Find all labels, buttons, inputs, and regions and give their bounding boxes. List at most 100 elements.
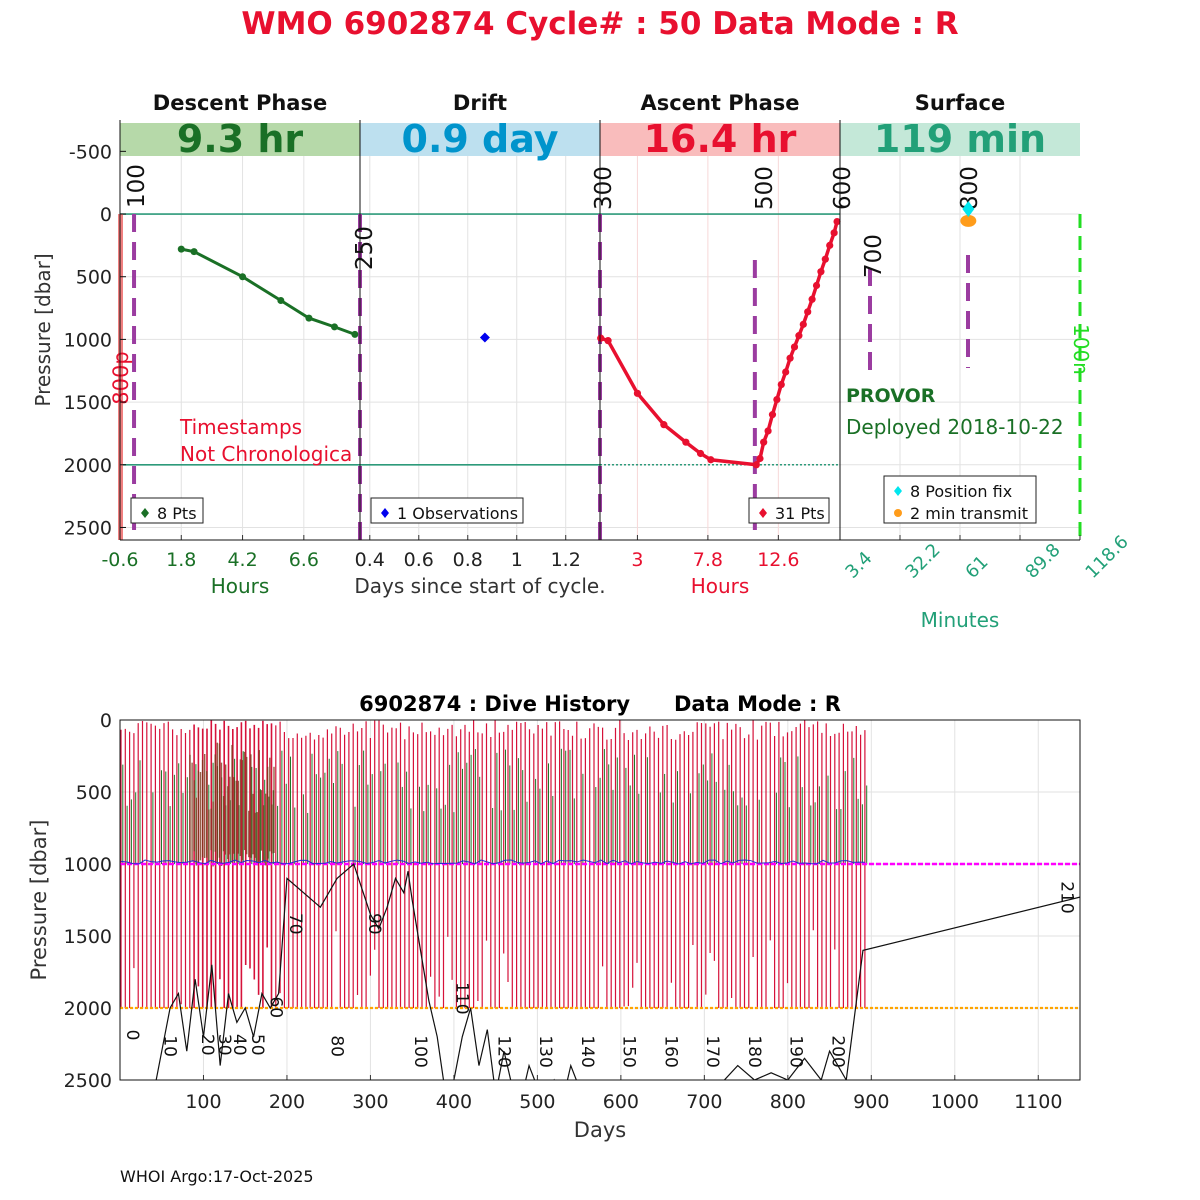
deployment-date: Deployed 2018-10-22 (846, 415, 1064, 439)
cycle-marker-label: 250 (352, 226, 378, 270)
descent-point (239, 273, 247, 281)
legend-marker (141, 508, 149, 518)
ascent-point (790, 343, 799, 351)
ascent-point (786, 354, 794, 362)
history-x-tick: 800 (770, 1091, 806, 1113)
cycle-marker-label: 500 (752, 166, 778, 210)
history-axes: 100 200 300 400 500 600 700 800 900 1000 110005001… (64, 710, 1081, 1113)
legend-label: 8 Position fix (910, 482, 1012, 501)
ascent-point (604, 337, 612, 345)
cycle-number-label: 70 (285, 913, 305, 935)
phase-title: Surface (915, 91, 1005, 115)
cycle-marker-label: 700 (861, 234, 887, 278)
cycle-number-label: 80 (327, 1035, 347, 1057)
cycle-marker-label: 100 (124, 164, 150, 208)
cycle-marker-label: 600 (830, 166, 856, 210)
phase-title: Drift (453, 91, 507, 115)
ascent-xlabel: Hours (691, 574, 750, 598)
history-x-tick: 100 (185, 1091, 221, 1113)
ascent-point (660, 421, 668, 429)
x-tick-label: 3 (631, 549, 643, 571)
ascent-point (777, 380, 785, 389)
y-tick-label: 500 (76, 267, 112, 289)
ascent-point (817, 268, 825, 276)
history-x-tick: 300 (352, 1091, 388, 1113)
phase-duration: 119 min (874, 117, 1046, 161)
x-tick-label: 61 (961, 552, 992, 583)
bottom-depth-trace (155, 862, 1080, 1080)
transmit-point (960, 214, 977, 227)
ascent-point (633, 389, 642, 397)
legend-box (370, 497, 524, 524)
x-tick-label: 3.4 (841, 548, 876, 583)
annotation-line-2: Not Chronologica (180, 442, 352, 466)
drift-xlabel: Days since start of cycle. (354, 574, 605, 598)
ascent-point (696, 449, 705, 458)
cycle-number-label: 120 (493, 1035, 513, 1067)
history-y-tick: 1000 (64, 854, 112, 876)
cycle-number-label: 20 (197, 1034, 217, 1056)
history-ylabel: Pressure [dbar] (27, 820, 51, 981)
cycle-number-label: 200 (827, 1035, 847, 1067)
descent-point (305, 314, 313, 322)
history-data (120, 720, 1080, 1080)
x-tick-label: 89.8 (1021, 540, 1064, 583)
drift-point (479, 332, 490, 343)
park-readings (120, 859, 866, 865)
ascent-point (812, 281, 821, 290)
surface-xlabel: Minutes (921, 608, 1000, 632)
cycle-marker-label: 800 (957, 166, 983, 210)
phase-title: Ascent Phase (641, 91, 800, 115)
descent-xlabel: Hours (211, 574, 270, 598)
descent-point (351, 330, 359, 338)
phase-band (600, 123, 840, 156)
ascent-point (804, 308, 812, 316)
ascent-point (795, 332, 803, 340)
ascent-point (808, 295, 816, 303)
phase-duration: 0.9 day (402, 117, 559, 161)
side-label-800p: 800p (109, 351, 133, 404)
x-tick-label: 32.2 (901, 540, 944, 583)
cycle-number-label: 30 (214, 1034, 234, 1056)
descent-point (177, 245, 185, 253)
ascent-point (756, 454, 764, 463)
history-x-tick: 1100 (1014, 1091, 1062, 1113)
cycle-number-label: 40 (229, 1034, 249, 1056)
annotation-line-1: Timestamps (179, 415, 302, 439)
cycle-number-label: 170 (702, 1035, 722, 1067)
x-tick-label: 6.6 (289, 549, 319, 571)
history-title: 6902874 : Dive History Data Mode : R (359, 692, 841, 716)
legend-box (883, 475, 1037, 524)
y-tick-label: 0 (100, 204, 112, 226)
history-gridlines (120, 719, 1080, 1081)
phase-band (840, 123, 1080, 156)
ascent-point (799, 320, 807, 328)
history-y-tick: 500 (76, 782, 112, 804)
cycle-number-label: 130 (535, 1035, 555, 1067)
x-tick-label: 1 (511, 549, 523, 571)
descent-point (330, 323, 338, 331)
footer-credit: WHOI Argo:17-Oct-2025 (120, 1167, 314, 1186)
phase-duration: 9.3 hr (177, 117, 304, 161)
x-tick-label: 4.2 (227, 549, 257, 571)
main-title: WMO 6902874 Cycle# : 50 Data Mode : R (241, 6, 958, 42)
cycle-number-label: 0 (122, 1030, 142, 1041)
x-tick-label: 1.8 (166, 549, 196, 571)
position-fix-point (962, 201, 975, 218)
float-type: PROVOR (846, 385, 936, 407)
legend-marker (381, 508, 389, 518)
history-xlabel: Days (574, 1118, 626, 1142)
legend-label: 2 min transmit (910, 504, 1028, 523)
y-tick-label: 1500 (64, 392, 112, 414)
ascent-point (760, 438, 768, 446)
descent-point (277, 297, 285, 305)
cycle-number-label: 110 (452, 982, 472, 1014)
cycle-number-label: 180 (744, 1035, 764, 1067)
y-tick-label: 1000 (64, 329, 112, 351)
x-tick-label: 0.8 (453, 549, 483, 571)
history-x-tick: 1000 (931, 1091, 979, 1113)
x-tick-label: 1.2 (551, 549, 581, 571)
ascent-point (682, 438, 690, 446)
